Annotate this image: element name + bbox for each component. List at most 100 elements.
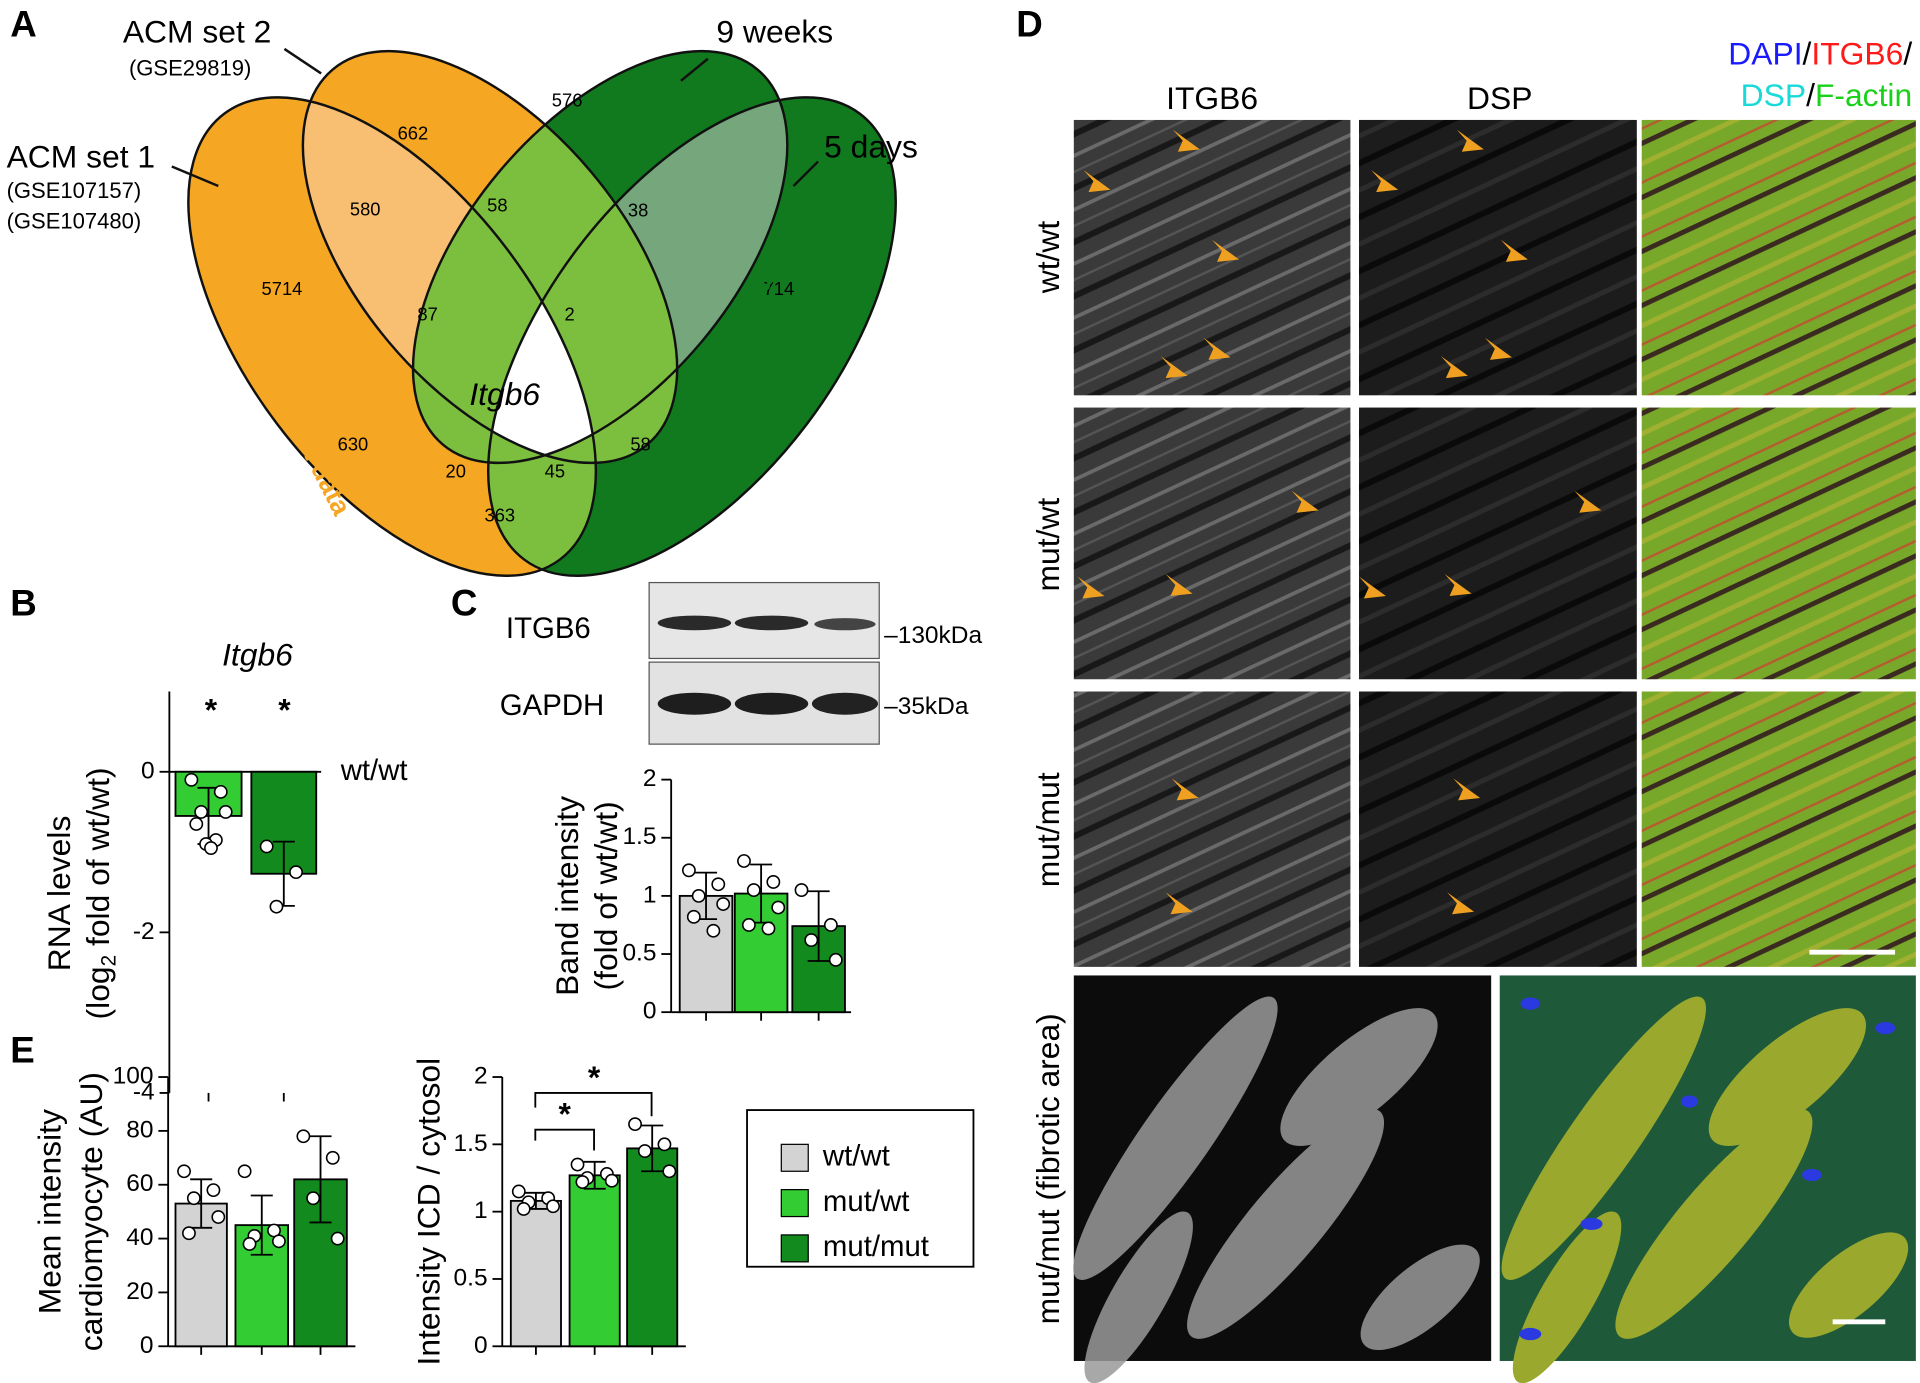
bar-chart: 0 -2 -4 Itgb6 RNA levels(log2 fold of wt/wt)… — [41, 637, 408, 1106]
data-point — [213, 784, 228, 799]
data-point — [761, 921, 776, 936]
blot-band — [734, 692, 809, 715]
data-point — [211, 1210, 226, 1224]
y-tick-label: 0.5 — [454, 1264, 488, 1291]
data-point — [182, 1226, 196, 1241]
y-tick-label: 1.5 — [622, 823, 656, 850]
blot-marker: –35kDa — [884, 693, 969, 720]
label-part: fold of wt/wt) — [80, 767, 116, 954]
venn-set-label: 9 weeks — [716, 14, 833, 50]
y-tick-label: 80 — [126, 1116, 153, 1143]
data-point — [637, 1144, 652, 1158]
legend-swatch — [780, 1143, 809, 1172]
arrowhead — [1371, 170, 1399, 193]
leader-line — [792, 160, 819, 187]
data-point — [206, 1183, 221, 1198]
micrograph — [1358, 407, 1637, 680]
y-tick-label: 0 — [643, 998, 657, 1025]
arrowhead — [1083, 170, 1111, 193]
venn-outline — [487, 96, 897, 578]
bar — [509, 1199, 562, 1348]
venn-count: 20 — [446, 460, 466, 481]
data-point — [242, 1237, 257, 1251]
venn-count: 58 — [487, 195, 507, 216]
micrograph — [1358, 691, 1637, 967]
merge-header-part: ITGB6 — [1811, 36, 1903, 72]
blot-band — [657, 615, 732, 631]
legend-label: wt/wt — [822, 1140, 890, 1173]
data-point — [794, 883, 809, 897]
data-point — [306, 1191, 321, 1206]
micrographs — [1073, 119, 1916, 1383]
data-point — [716, 897, 731, 911]
arrowhead — [1165, 574, 1193, 597]
data-point — [746, 883, 761, 897]
arrowhead — [1574, 490, 1602, 513]
data-point — [570, 1157, 585, 1172]
venn-set-id: (GSE107157) — [7, 178, 142, 203]
merge-header-part: DAPI — [1728, 36, 1802, 72]
y-axis-label: RNA levels — [41, 816, 77, 972]
data-point — [189, 817, 204, 831]
leader-line — [283, 47, 322, 75]
bar-chart: 0 20 40 60 80 100 Mean intensity cardiomyocyte … — [31, 1062, 356, 1359]
bar-chart: 0 0.5 1 1.5 2 Intensity ICD / cytosol * * — [411, 1058, 686, 1365]
merge-header: DAPI/ITGB6/ — [1728, 36, 1912, 72]
data-point — [204, 841, 218, 855]
data-point — [628, 1117, 642, 1132]
data-point — [271, 1234, 286, 1249]
data-point — [737, 854, 751, 868]
data-point — [259, 839, 274, 854]
y-tick-label: 0 — [141, 757, 155, 784]
venn-count: 5714 — [262, 278, 303, 299]
data-point — [296, 1129, 311, 1144]
merge-header-part: / — [1806, 77, 1815, 113]
row-label: mut/mut — [1030, 772, 1066, 887]
y-axis-label: cardiomyocyte (AU) — [73, 1072, 109, 1351]
venn-count: 87 — [417, 304, 437, 325]
blot-band — [734, 615, 809, 631]
arrowhead — [1485, 337, 1512, 360]
data-point — [706, 923, 721, 938]
blot-band — [814, 618, 876, 631]
arrowhead — [1447, 892, 1475, 915]
data-point — [511, 1184, 526, 1199]
merge-header-part: / — [1903, 36, 1912, 72]
y-tick-label: 0.5 — [622, 939, 656, 966]
legend-label: mut/mut — [823, 1230, 929, 1263]
data-point — [269, 899, 284, 914]
data-point — [186, 1191, 201, 1206]
venn-outline — [301, 49, 679, 465]
data-point — [218, 805, 233, 819]
venn-count: 630 — [338, 433, 369, 454]
y-tick-label: 60 — [126, 1170, 153, 1197]
data-point — [823, 918, 838, 932]
legend-swatch — [780, 1189, 809, 1218]
data-point — [657, 1137, 672, 1152]
bar — [626, 1147, 679, 1348]
data-point — [330, 1231, 345, 1246]
arrowhead — [1291, 490, 1319, 513]
data-point — [184, 772, 199, 787]
y-axis-label: Mean intensity — [31, 1109, 67, 1314]
y-tick-label: 0 — [140, 1332, 154, 1359]
arrowhead — [1160, 356, 1188, 379]
chart-title: Itgb6 — [222, 637, 293, 673]
blot-band — [657, 692, 732, 715]
venn-outline — [411, 49, 789, 465]
legend-label: mut/wt — [823, 1185, 909, 1218]
arrowhead — [1358, 576, 1386, 599]
annotation: * — [205, 692, 218, 728]
arrowhead — [1077, 576, 1105, 599]
y-axis-label: (fold of wt/wt) — [588, 801, 624, 990]
y-axis-label: (log2 fold of wt/wt) — [80, 767, 120, 1019]
leader-line — [171, 165, 219, 188]
y-tick-label: 20 — [126, 1278, 153, 1305]
data-point — [804, 933, 819, 947]
data-point — [681, 863, 696, 878]
panel-label: C — [451, 583, 478, 624]
venn-count: 580 — [350, 198, 381, 219]
arrowhead — [1500, 239, 1528, 262]
micrograph — [1073, 691, 1351, 967]
data-point — [516, 1202, 531, 1216]
